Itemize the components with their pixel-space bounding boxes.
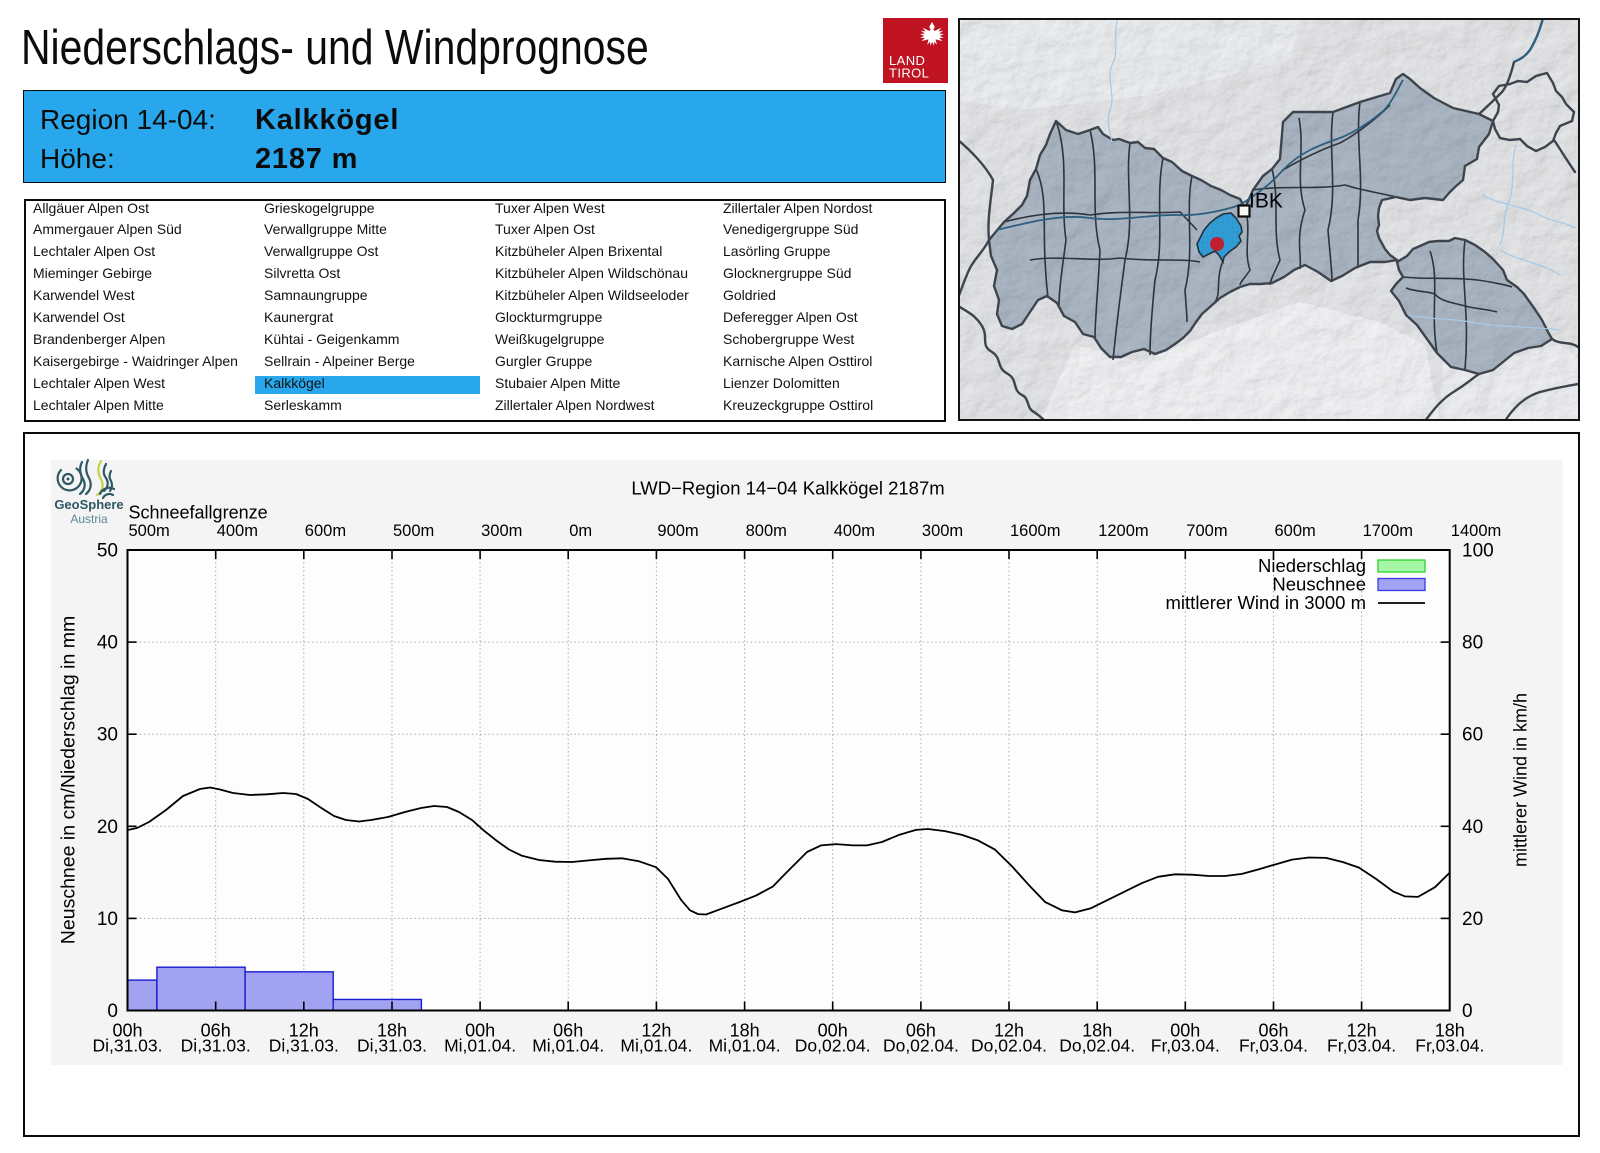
svg-text:20: 20 (1462, 909, 1483, 930)
svg-text:Schneefallgrenze: Schneefallgrenze (129, 503, 268, 523)
svg-text:600m: 600m (1275, 522, 1316, 540)
svg-text:10: 10 (97, 909, 118, 930)
svg-text:LAND: LAND (889, 53, 925, 68)
svg-text:Niederschlag: Niederschlag (1258, 555, 1366, 576)
svg-text:500m: 500m (393, 522, 434, 540)
svg-text:0: 0 (1462, 1001, 1473, 1022)
svg-text:60: 60 (1462, 725, 1483, 746)
svg-text:800m: 800m (746, 522, 787, 540)
svg-text:IBK: IBK (1249, 190, 1283, 213)
svg-text:Di,31.03.: Di,31.03. (269, 1036, 339, 1056)
svg-text:40: 40 (1462, 817, 1483, 838)
svg-text:80: 80 (1462, 633, 1483, 654)
svg-text:TIROL: TIROL (889, 66, 929, 81)
svg-text:400m: 400m (217, 522, 258, 540)
svg-text:30: 30 (97, 725, 118, 746)
svg-text:Austria: Austria (70, 512, 108, 526)
svg-text:00h: 00h (1170, 1021, 1200, 1041)
svg-text:18h: 18h (730, 1021, 760, 1041)
svg-text:Fr,03.04.: Fr,03.04. (1151, 1036, 1220, 1056)
svg-text:06h: 06h (1258, 1021, 1288, 1041)
svg-text:Fr,03.04.: Fr,03.04. (1327, 1036, 1396, 1056)
svg-text:Fr,03.04.: Fr,03.04. (1239, 1036, 1308, 1056)
svg-text:mittlerer Wind in km/h: mittlerer Wind in km/h (1511, 693, 1531, 867)
svg-text:06h: 06h (201, 1021, 231, 1041)
svg-text:18h: 18h (377, 1021, 407, 1041)
svg-text:500m: 500m (129, 522, 170, 540)
svg-text:06h: 06h (553, 1021, 583, 1041)
svg-text:300m: 300m (481, 522, 522, 540)
svg-text:300m: 300m (922, 522, 963, 540)
svg-text:00h: 00h (818, 1021, 848, 1041)
svg-text:18h: 18h (1435, 1021, 1465, 1041)
svg-text:Mi,01.04.: Mi,01.04. (444, 1036, 516, 1056)
svg-text:Mi,01.04.: Mi,01.04. (620, 1036, 692, 1056)
svg-text:12h: 12h (994, 1021, 1024, 1041)
svg-text:12h: 12h (641, 1021, 671, 1041)
svg-text:00h: 00h (465, 1021, 495, 1041)
svg-text:50: 50 (97, 541, 118, 562)
svg-text:00h: 00h (112, 1021, 142, 1041)
svg-text:0m: 0m (569, 522, 592, 540)
svg-text:12h: 12h (1347, 1021, 1377, 1041)
svg-text:1400m: 1400m (1451, 522, 1501, 540)
svg-text:0: 0 (107, 1001, 118, 1022)
svg-text:Do,02.04.: Do,02.04. (883, 1036, 959, 1056)
svg-text:700m: 700m (1186, 522, 1227, 540)
svg-text:Di,31.03.: Di,31.03. (92, 1036, 162, 1056)
svg-text:Do,02.04.: Do,02.04. (971, 1036, 1047, 1056)
svg-text:Fr,03.04.: Fr,03.04. (1415, 1036, 1484, 1056)
svg-text:40: 40 (97, 633, 118, 654)
svg-text:mittlerer Wind in 3000 m: mittlerer Wind in 3000 m (1166, 592, 1366, 613)
svg-text:400m: 400m (834, 522, 875, 540)
svg-text:20: 20 (97, 817, 118, 838)
svg-text:Do,02.04.: Do,02.04. (1059, 1036, 1135, 1056)
svg-text:12h: 12h (289, 1021, 319, 1041)
svg-text:600m: 600m (305, 522, 346, 540)
svg-text:Mi,01.04.: Mi,01.04. (709, 1036, 781, 1056)
svg-text:1600m: 1600m (1010, 522, 1060, 540)
svg-text:06h: 06h (906, 1021, 936, 1041)
svg-text:Di,31.03.: Di,31.03. (181, 1036, 251, 1056)
svg-text:1700m: 1700m (1363, 522, 1413, 540)
svg-text:100: 100 (1462, 541, 1494, 562)
svg-text:Di,31.03.: Di,31.03. (357, 1036, 427, 1056)
svg-text:GeoSphere: GeoSphere (54, 497, 123, 512)
svg-text:LWD−Region 14−04 Kalkkögel 218: LWD−Region 14−04 Kalkkögel 2187m (631, 478, 944, 499)
svg-text:Mi,01.04.: Mi,01.04. (532, 1036, 604, 1056)
svg-text:Do,02.04.: Do,02.04. (795, 1036, 871, 1056)
svg-text:Neuschnee in cm/Niederschlag i: Neuschnee in cm/Niederschlag in mm (58, 616, 80, 944)
svg-text:Neuschnee: Neuschnee (1272, 574, 1366, 595)
svg-text:18h: 18h (1082, 1021, 1112, 1041)
svg-text:1200m: 1200m (1098, 522, 1148, 540)
svg-text:900m: 900m (657, 522, 698, 540)
